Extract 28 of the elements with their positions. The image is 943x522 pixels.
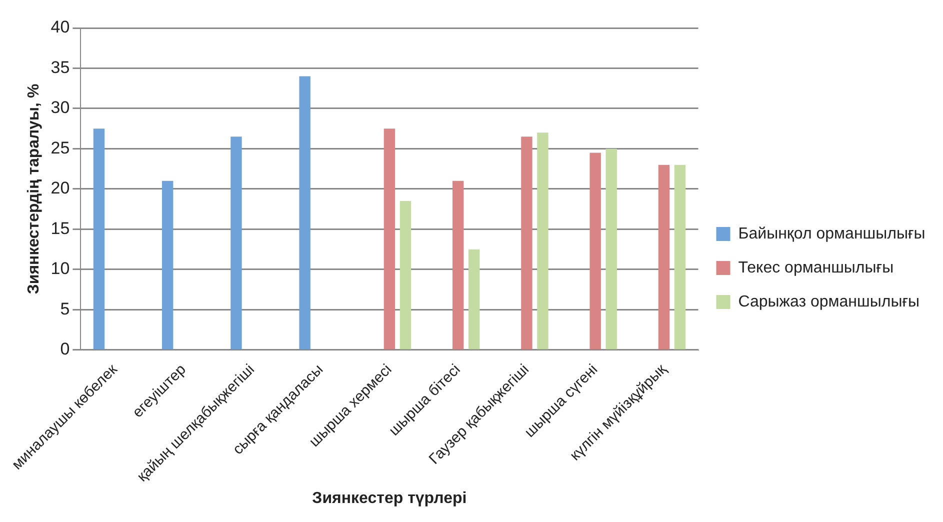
bar: [400, 201, 412, 350]
y-tick-label: 15: [50, 218, 70, 238]
bar: [606, 148, 617, 350]
y-axis-title: Зиянкестердің таралуы, %: [26, 84, 43, 294]
y-tick-label: 10: [50, 259, 70, 278]
legend-label: Текес орманшылығы: [738, 259, 894, 276]
bar: [452, 180, 464, 350]
bar: [468, 249, 480, 350]
legend-label: Байынқол орманшылығы: [738, 225, 926, 242]
bar: [674, 164, 686, 350]
bar: [590, 152, 601, 350]
bar: [230, 136, 242, 350]
bar: [658, 164, 670, 350]
legend-label: Сарыжаз орманшылығы: [738, 293, 920, 310]
y-tick-label: 35: [50, 58, 70, 77]
bar: [162, 180, 174, 350]
bar: [537, 132, 548, 350]
y-tick-label: 25: [50, 138, 70, 158]
y-tick-label: 30: [50, 98, 70, 118]
bar: [299, 76, 310, 350]
bar: [384, 128, 396, 350]
y-tick-label: 20: [50, 178, 70, 198]
x-axis-title: Зиянкестер түрлері: [312, 490, 467, 507]
bar: [521, 136, 532, 350]
bar: [93, 128, 105, 350]
y-tick-label: 0: [60, 340, 70, 359]
y-tick-label: 40: [50, 18, 70, 37]
y-tick-label: 5: [60, 299, 70, 318]
